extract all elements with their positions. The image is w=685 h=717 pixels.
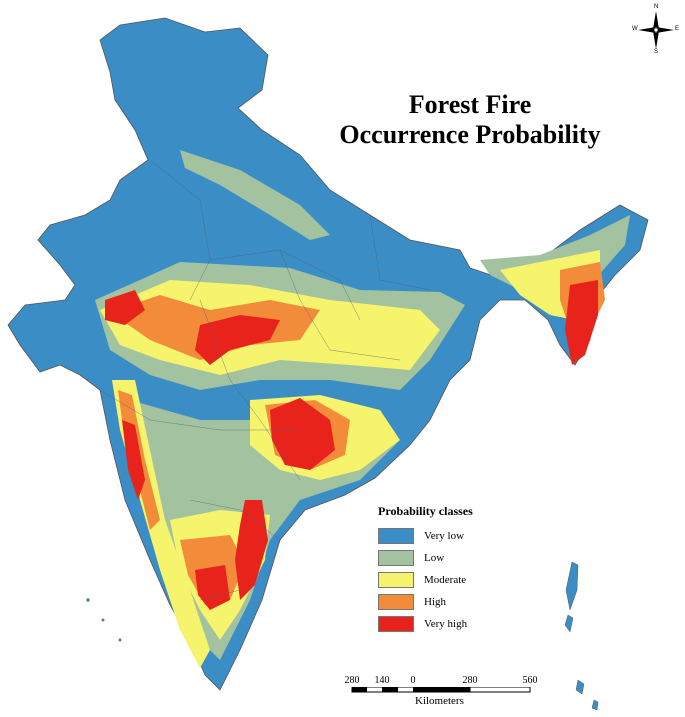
state-boundaries — [99, 159, 431, 601]
zone-low-north — [180, 150, 330, 240]
scale-tick: 0 — [410, 675, 416, 686]
legend-label: Low — [424, 552, 445, 564]
scale-tick: 280 — [462, 675, 478, 686]
legend-label: Moderate — [424, 574, 467, 586]
compass-e: E — [675, 26, 680, 32]
legend-swatch — [378, 550, 414, 566]
andaman-islands — [564, 561, 599, 711]
scale-bar: 280 140 0 280 560 — [340, 675, 550, 715]
north-arrow-icon: N S E W — [632, 4, 680, 55]
compass-s: S — [654, 49, 659, 55]
legend-item-low: Low — [378, 547, 528, 569]
map-title-line-1: Forest Fire — [408, 90, 532, 119]
scale-tick: 140 — [374, 675, 390, 686]
scale-bar-graphic — [351, 687, 531, 693]
legend-label: Very low — [424, 530, 465, 542]
legend-label: Very high — [424, 618, 468, 630]
zone-very-high-south — [195, 565, 230, 610]
zone-very-high-ghats — [122, 420, 145, 500]
zone-very-high-central — [195, 315, 280, 365]
legend-label: High — [424, 596, 446, 608]
legend-item-high: High — [378, 591, 528, 613]
scale-tick: 560 — [522, 675, 538, 686]
legend-title: Probability classes — [378, 504, 473, 518]
zone-very-high-west — [105, 290, 145, 325]
legend-item-very-low: Very low — [378, 525, 528, 547]
zone-very-high-northeast — [565, 280, 598, 365]
compass-rose-icon — [638, 11, 674, 49]
legend-swatch — [378, 616, 414, 632]
legend: Probability classes Very low Low Moderat… — [378, 504, 528, 635]
legend-swatch — [378, 572, 414, 588]
compass-n: N — [654, 4, 659, 10]
legend-item-moderate: Moderate — [378, 569, 528, 591]
lakshadweep-islands — [86, 598, 122, 642]
scale-tick: 280 — [344, 675, 360, 686]
zone-very-high-east-core — [270, 398, 335, 470]
scale-unit-label: Kilometers — [415, 695, 464, 707]
map-title-line-2: Occurrence Probability — [339, 120, 601, 149]
legend-item-very-high: Very high — [378, 613, 528, 635]
legend-swatch — [378, 528, 414, 544]
legend-swatch — [378, 594, 414, 610]
compass-w: W — [632, 26, 638, 32]
